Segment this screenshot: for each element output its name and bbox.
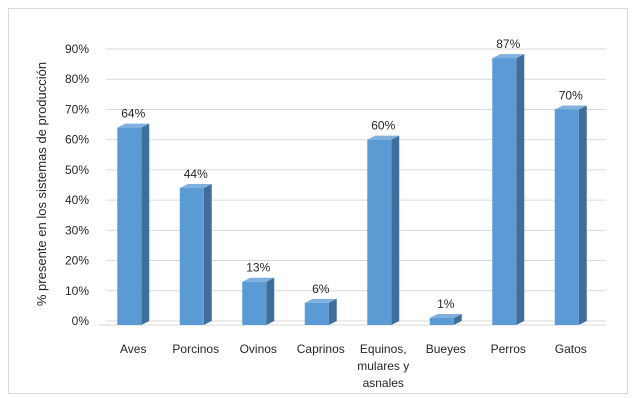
data-label: 60% bbox=[371, 119, 395, 133]
category-label-line: Aves bbox=[120, 342, 146, 356]
y-tick-label: 60% bbox=[65, 133, 89, 147]
bar-chart: 0%10%20%30%40%50%60%70%80%90% 64%44%13%6… bbox=[34, 37, 606, 390]
category-label: Ovinos bbox=[240, 342, 277, 356]
y-tick-label: 50% bbox=[65, 163, 89, 177]
category-label-line: Equinos, bbox=[360, 342, 407, 356]
y-tick-label: 80% bbox=[65, 72, 89, 86]
bar bbox=[554, 105, 587, 325]
bar bbox=[242, 277, 275, 325]
category-label-line: Caprinos bbox=[297, 342, 345, 356]
y-tick-label: 20% bbox=[65, 254, 89, 268]
y-tick-label: 70% bbox=[65, 102, 89, 116]
bar-front bbox=[492, 58, 517, 326]
bar-top bbox=[554, 105, 587, 110]
bar-top bbox=[367, 135, 400, 140]
y-tick-label: 30% bbox=[65, 223, 89, 237]
bar bbox=[117, 123, 150, 325]
bar-top bbox=[492, 54, 525, 59]
category-label-line: Bueyes bbox=[426, 342, 466, 356]
data-label: 64% bbox=[121, 107, 145, 121]
y-tick-label: 0% bbox=[72, 314, 90, 328]
bar-side bbox=[203, 184, 212, 325]
category-label: Equinos, mulares y asnales bbox=[357, 342, 409, 390]
bar bbox=[367, 135, 400, 325]
bar-top bbox=[117, 123, 150, 128]
bar-side bbox=[516, 54, 525, 326]
gridlines bbox=[98, 48, 606, 326]
y-tick-label: 10% bbox=[65, 284, 89, 298]
category-label-line: Ovinos bbox=[240, 342, 277, 356]
data-label: 87% bbox=[496, 37, 520, 51]
bars bbox=[117, 54, 587, 326]
bar-front bbox=[242, 281, 267, 325]
bar-front bbox=[367, 139, 392, 325]
bar bbox=[304, 298, 337, 325]
bar-front bbox=[304, 302, 329, 325]
bar-side bbox=[578, 105, 587, 325]
bar bbox=[492, 54, 525, 326]
category-label: Bueyes bbox=[426, 342, 466, 356]
data-label: 6% bbox=[312, 282, 330, 296]
bar-side bbox=[266, 277, 275, 325]
category-label: Porcinos bbox=[172, 342, 219, 356]
category-label: Aves bbox=[120, 342, 146, 356]
y-axis-ticks: 0% 10% 20% 30% 40% 50% 60% 70% 80% 90% bbox=[65, 42, 89, 328]
category-label: Caprinos bbox=[297, 342, 345, 356]
category-label-line: Perros bbox=[491, 342, 526, 356]
bar-top bbox=[179, 184, 212, 189]
category-label-line: mulares y bbox=[357, 359, 409, 373]
data-label: 13% bbox=[246, 261, 270, 275]
data-labels: 64% 44% 13% 6% 60% 1% 87% 70% bbox=[121, 37, 583, 311]
bar-top bbox=[429, 313, 462, 318]
data-label: 1% bbox=[437, 297, 455, 311]
bar-top bbox=[242, 277, 275, 282]
bar-side bbox=[141, 123, 150, 325]
bar-front bbox=[429, 317, 454, 325]
category-label-line: Porcinos bbox=[172, 342, 219, 356]
bar-side bbox=[453, 313, 462, 325]
bar bbox=[179, 184, 212, 325]
bar-top bbox=[304, 298, 337, 303]
bar-side bbox=[328, 298, 337, 325]
bar-side bbox=[391, 135, 400, 325]
y-axis-label: % presente en los sistemas de producción bbox=[34, 62, 49, 306]
category-label-line: Gatos bbox=[555, 342, 587, 356]
bar-front bbox=[179, 188, 204, 325]
data-label: 44% bbox=[184, 167, 208, 181]
x-axis-categories: Aves Porcinos Ovinos Caprinos Equinos, mulare… bbox=[120, 342, 587, 390]
y-tick-label: 40% bbox=[65, 193, 89, 207]
category-label: Gatos bbox=[555, 342, 587, 356]
y-tick-label: 90% bbox=[65, 42, 89, 56]
category-label: Perros bbox=[491, 342, 526, 356]
bar-front bbox=[117, 127, 142, 325]
data-label: 70% bbox=[559, 88, 583, 102]
category-label-line: asnales bbox=[363, 376, 404, 390]
bar-front bbox=[554, 109, 579, 325]
chart-frame: 0% 10% 20% 30% 40% 50% 60% 70% 80% 90% 64% 44% 13% 6… bbox=[8, 8, 628, 394]
bar bbox=[429, 313, 462, 325]
